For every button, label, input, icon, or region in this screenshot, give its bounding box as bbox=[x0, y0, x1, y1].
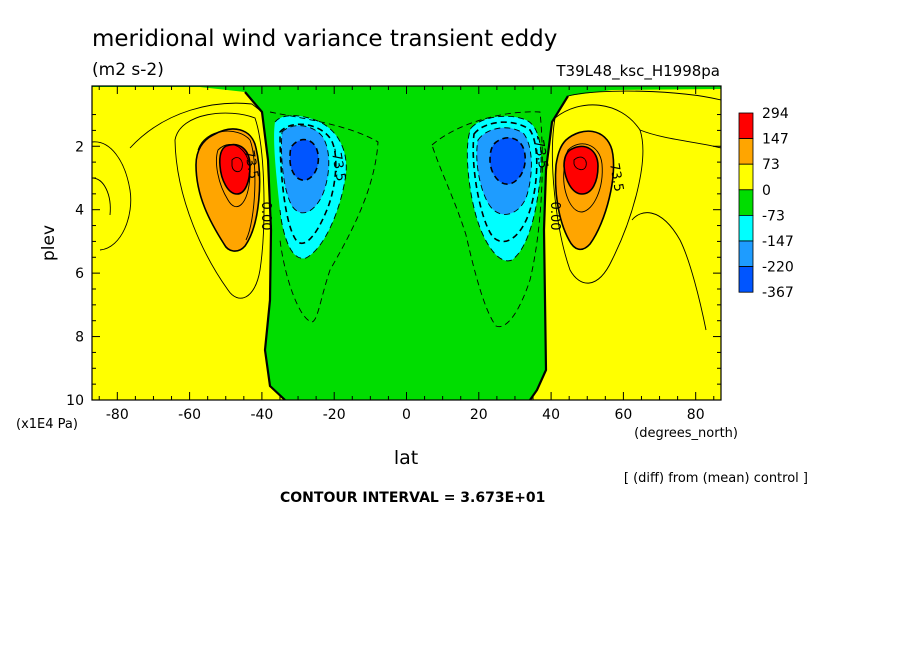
x-tick-label: -60 bbox=[178, 407, 201, 423]
pos-contour-left-3 bbox=[92, 141, 132, 251]
pos-contour-right-5 bbox=[554, 130, 615, 251]
contour-label: -73.5 bbox=[327, 147, 348, 183]
neg-contour-right-3 bbox=[472, 121, 538, 243]
x-tick-label: 60 bbox=[614, 407, 632, 423]
pos-contour-left-8 bbox=[231, 157, 243, 173]
pos-contour-left-6 bbox=[216, 144, 251, 207]
pos-contour-left-4 bbox=[197, 130, 256, 241]
y-axis: 2 4 6 8 10 bbox=[66, 114, 721, 409]
x-axis-label: lat bbox=[394, 447, 418, 469]
contour-label: 0.00 bbox=[258, 202, 273, 231]
pos-contour-left-2 bbox=[174, 112, 265, 299]
legend-swatch bbox=[738, 189, 754, 216]
pos-contour-right-8 bbox=[573, 156, 587, 171]
neg-contour-left-5 bbox=[289, 138, 320, 181]
contour-label: -73.5 bbox=[530, 134, 551, 170]
legend-level-label: 294 bbox=[762, 106, 789, 122]
legend-level-label: 147 bbox=[762, 132, 789, 148]
pos-contour-left-5 bbox=[195, 128, 261, 252]
contour-label: 73.5 bbox=[606, 162, 626, 193]
x-tick-label: -20 bbox=[323, 407, 346, 423]
neg-contour-left-4 bbox=[281, 125, 330, 214]
x-axis-unit: (degrees_north) bbox=[634, 426, 738, 441]
legend-swatch bbox=[738, 214, 754, 242]
neg-contour-left-outer bbox=[269, 111, 379, 323]
neg-contour-right-4 bbox=[476, 127, 532, 215]
pos-contour-left-1 bbox=[92, 177, 111, 216]
contour-label: 0.00 bbox=[547, 202, 562, 231]
plot-area: 73.5 0.00 -73.5 -73.5 0.00 73.5 bbox=[92, 86, 721, 400]
neg-contour-left-2 bbox=[274, 115, 347, 259]
contour-label-group: 73.5 0.00 -73.5 -73.5 0.00 73.5 bbox=[241, 134, 626, 230]
legend-swatch bbox=[738, 266, 754, 293]
right-red-core bbox=[564, 146, 598, 194]
negative-region bbox=[92, 86, 721, 400]
pos-contour-right-outer bbox=[567, 90, 721, 101]
y-axis-unit: (x1E4 Pa) bbox=[16, 417, 78, 432]
neg-contour-right-2 bbox=[466, 115, 542, 262]
pos-contour-left-outer bbox=[129, 102, 263, 149]
legend-level-label: -73 bbox=[762, 208, 785, 224]
legend-level-label: 0 bbox=[762, 183, 771, 199]
left-red-core bbox=[219, 144, 250, 194]
legend-swatch bbox=[738, 138, 754, 165]
x-tick-label: 40 bbox=[542, 407, 560, 423]
y-tick-label: 10 bbox=[66, 393, 84, 409]
pos-contour-right-2 bbox=[551, 104, 644, 284]
y-tick-label: 4 bbox=[75, 203, 84, 219]
diff-note: [ (diff) from (mean) control ] bbox=[624, 471, 808, 486]
legend-level-label: -367 bbox=[762, 285, 794, 301]
left-blue-core bbox=[290, 139, 319, 181]
x-tick-label: 0 bbox=[402, 407, 411, 423]
y-tick-label: 2 bbox=[75, 139, 84, 155]
pos-contour-left-7 bbox=[218, 143, 251, 195]
legend-level-label: -147 bbox=[762, 234, 794, 250]
legend-swatch bbox=[738, 112, 754, 140]
x-tick-label: -80 bbox=[106, 407, 129, 423]
legend-level-label: 73 bbox=[762, 157, 780, 173]
legend-swatch bbox=[738, 163, 754, 191]
zero-contour-right bbox=[529, 95, 569, 400]
x-tick-label: 80 bbox=[687, 407, 705, 423]
contour-interval: CONTOUR INTERVAL = 3.673E+01 bbox=[280, 490, 545, 506]
right-blue-core bbox=[490, 137, 526, 185]
chart-title: meridional wind variance transient eddy bbox=[92, 26, 557, 52]
x-axis: -80 -60 -40 -20 0 20 40 60 80 bbox=[98, 86, 715, 423]
contour-label: 73.5 bbox=[241, 149, 261, 180]
neg-contour-right-outer bbox=[431, 111, 543, 328]
contour-lines bbox=[92, 90, 721, 400]
pos-contour-right-4 bbox=[631, 212, 707, 331]
color-legend: 294 147 73 0 -73 -147 -220 -367 bbox=[738, 106, 794, 301]
y-axis-label: plev bbox=[39, 225, 59, 261]
pos-contour-right-7 bbox=[563, 145, 599, 195]
y-tick-label: 8 bbox=[75, 330, 84, 346]
chart-units: (m2 s-2) bbox=[92, 60, 164, 80]
legend-level-label: -220 bbox=[762, 260, 794, 276]
experiment-name: T39L48_ksc_H1998pa bbox=[555, 62, 720, 81]
x-tick-label: -40 bbox=[250, 407, 273, 423]
zero-contour-left bbox=[244, 91, 286, 400]
x-tick-label: 20 bbox=[470, 407, 488, 423]
y-tick-label: 6 bbox=[75, 266, 84, 282]
neg-contour-left-3 bbox=[279, 123, 337, 245]
legend-swatch bbox=[738, 240, 754, 268]
